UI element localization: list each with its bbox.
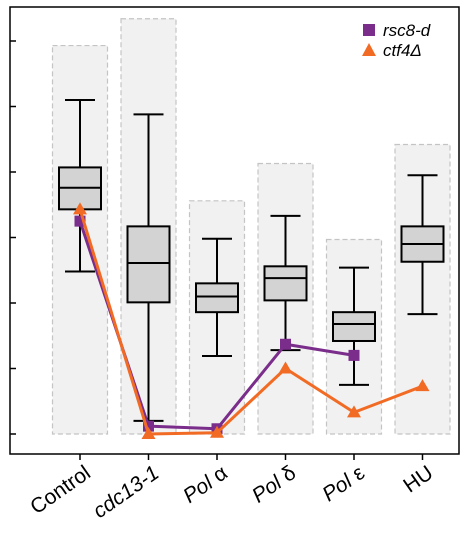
series-marker-square xyxy=(74,215,86,227)
legend-marker-square xyxy=(363,24,375,36)
box-iqr xyxy=(332,311,376,342)
series-marker-square xyxy=(280,338,291,350)
x-tick-label: Pol ε xyxy=(318,461,369,506)
series-marker-triangle xyxy=(73,202,87,215)
x-tick-label: HU xyxy=(399,461,437,497)
box-plot xyxy=(195,237,239,358)
legend-label: rsc8-d xyxy=(383,21,431,40)
box-plot xyxy=(263,214,308,352)
series-line xyxy=(78,208,424,436)
series-marker-square xyxy=(348,349,360,361)
box-iqr xyxy=(195,282,239,314)
box-plot xyxy=(332,266,376,386)
legend-marker-triangle xyxy=(362,43,376,56)
x-tick-label: Pol α xyxy=(179,461,232,508)
box-iqr xyxy=(126,225,171,304)
x-tick-label: cdc13-1 xyxy=(89,461,163,523)
box-plot xyxy=(400,174,445,316)
series-marker-triangle xyxy=(278,361,293,374)
x-tick-label: Pol δ xyxy=(248,461,300,507)
legend-label: ctf4Δ xyxy=(383,41,422,60)
series-marker-triangle xyxy=(210,425,224,438)
box-iqr xyxy=(263,265,308,302)
plot-frame xyxy=(9,6,460,455)
series-marker-triangle xyxy=(415,379,430,392)
series-marker-square xyxy=(143,420,154,432)
series-marker-triangle xyxy=(347,405,361,418)
box-plot xyxy=(126,113,171,422)
series-marker-triangle xyxy=(141,427,156,439)
x-tick-label: Control xyxy=(26,461,95,519)
